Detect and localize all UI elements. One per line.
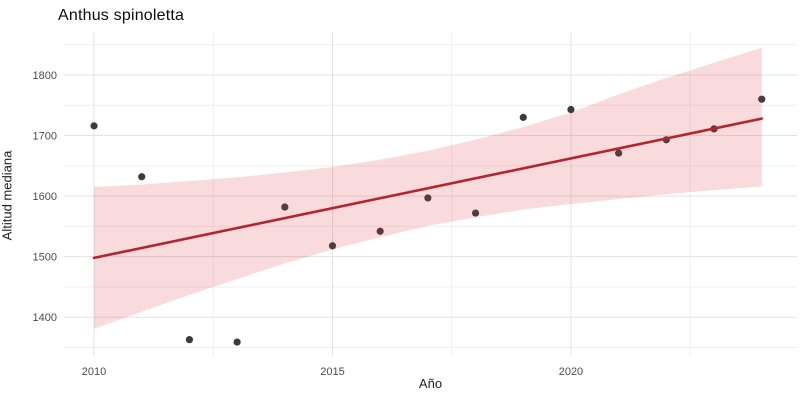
y-tick-label: 1700 [33,131,57,143]
x-tick-label: 2015 [320,366,344,378]
trend-line [92,117,764,260]
y-axis-title: Altitud mediana [0,150,15,241]
data-point [138,173,146,181]
data-point [90,122,98,130]
x-axis-title: Año [418,376,443,391]
data-point [328,242,337,250]
data-point [615,149,623,157]
y-tick-label: 1500 [33,252,57,264]
x-tick-label: 2020 [559,366,583,378]
y-tick-label: 1800 [33,70,57,82]
chart-title: Anthus spinoletta [58,7,185,24]
x-tick-label: 2010 [82,366,106,378]
y-tick-label: 1600 [33,191,57,203]
data-point [185,336,194,344]
data-point [758,95,766,103]
y-tick-label: 1400 [33,312,57,324]
data-point [519,113,527,121]
data-point [424,194,432,202]
data-point [471,209,480,217]
data-point [233,338,241,346]
data-point [376,227,384,235]
data-point [281,203,289,211]
data-point [567,105,575,114]
